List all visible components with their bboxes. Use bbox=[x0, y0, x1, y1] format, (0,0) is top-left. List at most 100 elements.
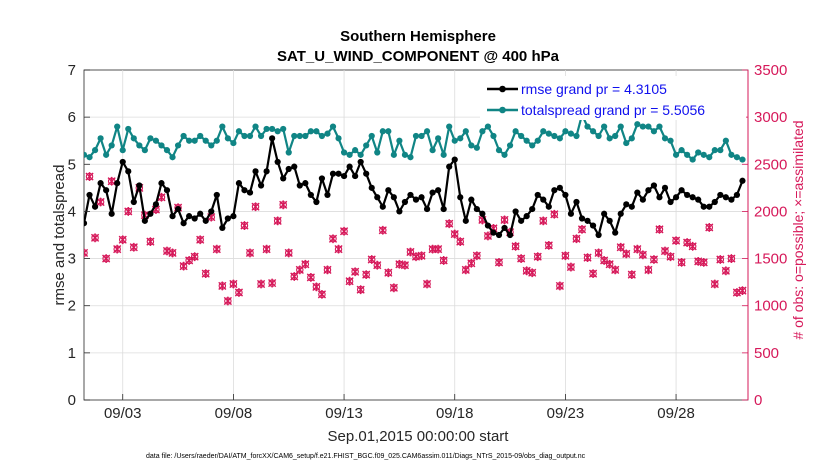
obs-assimilated-point bbox=[456, 237, 465, 246]
totalspread-point bbox=[695, 149, 702, 156]
totalspread-point bbox=[108, 142, 115, 149]
totalspread-point bbox=[518, 132, 525, 140]
rmse-point bbox=[578, 215, 586, 222]
obs-assimilated-point bbox=[306, 273, 315, 282]
legend-spread-label: totalspread grand pr = 5.5056 bbox=[521, 102, 705, 118]
rmse-point bbox=[197, 210, 204, 217]
rmse-point bbox=[379, 203, 386, 210]
obs-assimilated-point bbox=[528, 268, 537, 278]
totalspread-point bbox=[717, 147, 724, 154]
obs-assimilated-point bbox=[699, 257, 708, 267]
rmse-point bbox=[717, 191, 724, 199]
obs-assimilated-point bbox=[616, 242, 625, 252]
rmse-point bbox=[634, 189, 641, 196]
totalspread-point bbox=[429, 147, 436, 154]
plot-area bbox=[83, 69, 749, 401]
obs-assimilated-point bbox=[517, 254, 526, 263]
totalspread-point bbox=[374, 149, 381, 156]
obs-assimilated-point bbox=[577, 224, 587, 234]
totalspread-point bbox=[379, 128, 386, 135]
obs-assimilated-point bbox=[96, 197, 105, 207]
rmse-point bbox=[91, 203, 99, 210]
obs-assimilated-point bbox=[483, 231, 493, 241]
totalspread-point bbox=[501, 151, 508, 158]
y-tick-label: 1 bbox=[68, 345, 76, 362]
totalspread-point bbox=[285, 149, 292, 156]
rmse-point bbox=[501, 224, 508, 232]
rmse-point bbox=[291, 163, 298, 170]
totalspread-point bbox=[158, 142, 165, 149]
rmse-point bbox=[119, 158, 126, 166]
rmse-point bbox=[158, 180, 165, 187]
totalspread-point bbox=[390, 151, 397, 158]
rmse-point bbox=[407, 191, 414, 199]
rmse-point bbox=[562, 191, 569, 199]
totalspread-point bbox=[208, 142, 215, 149]
rmse-point bbox=[645, 187, 652, 194]
rmse-point bbox=[529, 205, 536, 213]
totalspread-point bbox=[529, 142, 536, 149]
x-tick-label: 09/08 bbox=[215, 405, 253, 422]
rmse-point bbox=[617, 210, 624, 217]
totalspread-point bbox=[302, 132, 309, 140]
obs-assimilated-point bbox=[107, 176, 116, 186]
obs-assimilated-point bbox=[588, 269, 598, 279]
obs-assimilated-point bbox=[671, 236, 681, 246]
totalspread-point bbox=[219, 123, 226, 130]
obs-assimilated-point bbox=[738, 286, 747, 296]
rmse-point bbox=[390, 194, 397, 201]
y2-tick-label: 3500 bbox=[754, 62, 787, 79]
obs-assimilated-point bbox=[434, 244, 443, 254]
rmse-point bbox=[540, 196, 547, 203]
totalspread-point bbox=[91, 147, 99, 154]
rmse-point bbox=[241, 187, 248, 194]
obs-assimilated-point bbox=[256, 279, 266, 289]
totalspread-point bbox=[180, 132, 187, 140]
obs-assimilated-point bbox=[279, 200, 288, 210]
y2-tick-label: 3000 bbox=[754, 109, 787, 126]
obs-assimilated-point bbox=[566, 262, 576, 272]
obs-assimilated-point bbox=[594, 248, 603, 258]
series-layer bbox=[84, 111, 747, 306]
obs-assimilated-point bbox=[644, 265, 653, 275]
totalspread-point bbox=[407, 154, 414, 161]
legend-spread-marker bbox=[499, 106, 506, 114]
totalspread-point bbox=[125, 125, 132, 133]
rmse-point bbox=[661, 184, 669, 191]
rmse-point bbox=[224, 215, 231, 222]
obs-assimilated-point bbox=[84, 248, 89, 258]
totalspread-point bbox=[357, 151, 364, 158]
totalspread-point bbox=[368, 132, 375, 140]
legend: rmse grand pr = 4.3105 totalspread grand… bbox=[480, 76, 746, 120]
obs-assimilated-point bbox=[118, 235, 127, 245]
obs-assimilated-point bbox=[467, 258, 476, 268]
obs-assimilated-point bbox=[284, 248, 293, 258]
totalspread-point bbox=[136, 142, 143, 149]
rmse-point bbox=[235, 180, 243, 187]
totalspread-point bbox=[684, 151, 691, 158]
y-tick-label: 7 bbox=[68, 62, 76, 79]
totalspread-point bbox=[324, 130, 331, 137]
totalspread-point bbox=[451, 137, 458, 144]
totalspread-point bbox=[186, 137, 193, 144]
rmse-point bbox=[628, 203, 635, 210]
obs-assimilated-point bbox=[649, 255, 659, 264]
totalspread-point bbox=[506, 142, 514, 149]
rmse-point bbox=[274, 158, 281, 166]
rmse-point bbox=[202, 217, 209, 224]
totalspread-point bbox=[623, 139, 630, 147]
rmse-point bbox=[169, 213, 176, 220]
totalspread-point bbox=[174, 142, 182, 149]
totalspread-point bbox=[739, 156, 746, 163]
data-file-footnote: data file: /Users/raeder/DAI/ATM_forcXX/… bbox=[146, 453, 586, 460]
obs-assimilated-point bbox=[461, 265, 470, 275]
obs-assimilated-point bbox=[705, 223, 714, 232]
obs-assimilated-point bbox=[168, 248, 177, 258]
obs-assimilated-point bbox=[688, 241, 697, 251]
rmse-point bbox=[174, 205, 182, 213]
totalspread-point bbox=[612, 132, 619, 140]
totalspread-point bbox=[551, 132, 558, 140]
obs-assimilated-point bbox=[362, 270, 371, 279]
totalspread-point bbox=[667, 137, 674, 144]
